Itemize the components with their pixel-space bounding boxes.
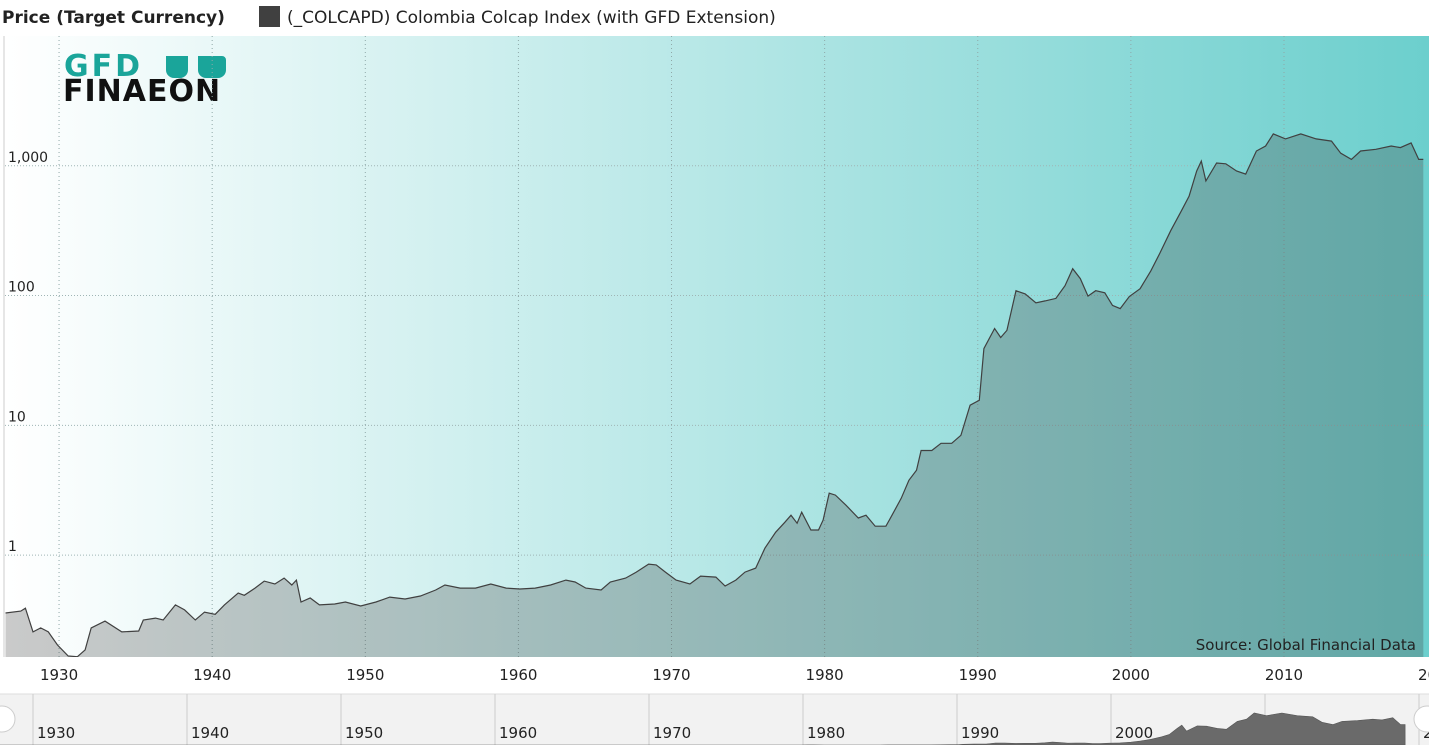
x-tick-label: 2000 <box>1112 666 1150 684</box>
navigator-tick-label: 1930 <box>37 724 75 742</box>
navigator-area <box>0 712 1406 745</box>
y-tick-label: 10 <box>8 409 26 425</box>
x-tick-label: 2010 <box>1265 666 1303 684</box>
plot-background <box>5 36 1429 657</box>
x-tick-label: 1940 <box>193 666 231 684</box>
navigator-tick-label: 2000 <box>1115 724 1153 742</box>
navigator-tick-label: 1940 <box>191 724 229 742</box>
legend-swatch <box>259 6 280 27</box>
area-line <box>5 133 1424 657</box>
x-tick-label: 1990 <box>959 666 997 684</box>
x-tick-label: 1930 <box>40 666 78 684</box>
source-note: Source: Global Financial Data <box>1196 636 1416 654</box>
axis-title: Price (Target Currency) <box>2 8 225 28</box>
navigator-tick-label: 1950 <box>345 724 383 742</box>
y-tick-label: 1 <box>8 539 17 555</box>
navigator-tick-label: 1970 <box>653 724 691 742</box>
x-tick-label: 2020 <box>1418 666 1429 684</box>
x-tick-label: 1970 <box>652 666 690 684</box>
x-tick-label: 1980 <box>806 666 844 684</box>
logo-icon <box>166 56 226 78</box>
navigator-tick-label: 1980 <box>807 724 845 742</box>
navigator-handle[interactable] <box>1413 705 1429 733</box>
logo-top: GFD <box>64 49 143 84</box>
x-tick-label: 1950 <box>346 666 384 684</box>
area-fill <box>5 133 1424 657</box>
x-tick-label: 1960 <box>499 666 537 684</box>
navigator-handle[interactable] <box>0 705 16 733</box>
logo-bottom: FINAEON <box>63 74 221 109</box>
y-tick-label: 100 <box>8 280 35 296</box>
logo: GFD FINAEON <box>63 49 226 109</box>
y-tick-label: 1,000 <box>8 150 48 166</box>
navigator-tick-label: 1960 <box>499 724 537 742</box>
navigator-tick-label: 1990 <box>961 724 999 742</box>
navigator-tick-label: 2020 <box>1423 724 1429 742</box>
legend-label: (_COLCAPD) Colombia Colcap Index (with G… <box>287 8 776 28</box>
